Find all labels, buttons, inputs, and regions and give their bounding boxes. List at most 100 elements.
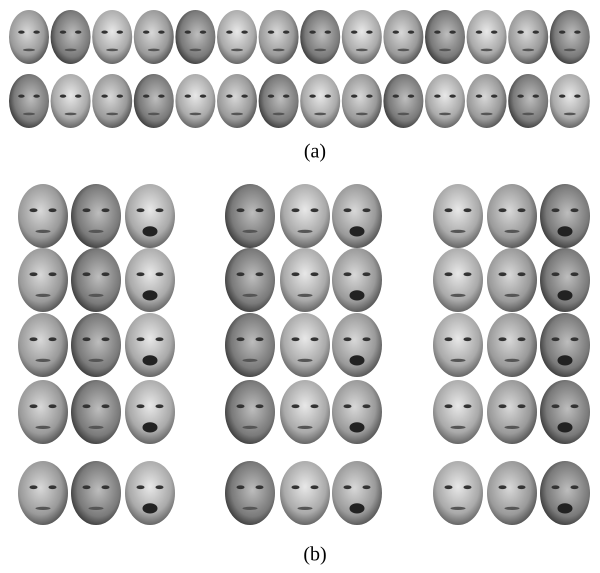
face-mouth xyxy=(242,425,258,429)
face-mouth xyxy=(504,358,520,362)
face-eye xyxy=(463,404,472,409)
face-eye xyxy=(475,94,483,98)
face-eye xyxy=(155,485,164,490)
face-image xyxy=(425,74,465,128)
face-eye xyxy=(517,404,526,409)
face-image xyxy=(487,248,537,312)
face-mouth xyxy=(314,48,327,52)
face-image xyxy=(332,380,382,444)
face-eye xyxy=(255,208,264,213)
face-eye xyxy=(559,30,566,34)
face-eye xyxy=(116,94,124,98)
face-eye xyxy=(158,94,165,98)
face-eye xyxy=(491,94,498,98)
face-eye xyxy=(236,337,245,342)
face-image xyxy=(433,313,483,377)
face-eye xyxy=(570,404,579,409)
face-mouth xyxy=(189,112,202,116)
face-eye xyxy=(517,272,526,277)
face-image xyxy=(258,74,299,128)
face-eye xyxy=(324,30,331,34)
face-eye xyxy=(343,404,352,409)
face-eye xyxy=(434,30,441,34)
face-mouth xyxy=(23,48,35,52)
face-eye xyxy=(444,404,453,409)
face-eye xyxy=(236,485,245,490)
face-eye xyxy=(82,272,91,277)
face-eye xyxy=(136,208,145,213)
face-mouth xyxy=(439,112,451,116)
face-eye xyxy=(444,208,453,213)
face-eye xyxy=(310,337,319,342)
face-mouth xyxy=(522,48,535,52)
face-eye xyxy=(362,272,371,277)
face-eye xyxy=(362,337,371,342)
face-mouth xyxy=(231,112,243,116)
face-eye xyxy=(29,404,38,409)
face-mouth xyxy=(242,358,258,362)
face-mouth xyxy=(147,112,160,116)
face-image xyxy=(217,74,257,128)
face-mouth xyxy=(106,112,119,116)
face-mouth xyxy=(142,355,158,366)
face-eye xyxy=(498,404,507,409)
face-eye xyxy=(291,337,300,342)
face-mouth xyxy=(88,358,104,362)
face-eye xyxy=(310,404,319,409)
face-eye xyxy=(29,337,38,342)
face-eye xyxy=(475,30,483,34)
face-eye xyxy=(362,404,371,409)
face-eye xyxy=(444,337,453,342)
face-mouth xyxy=(297,229,313,233)
face-image xyxy=(332,248,382,312)
face-mouth xyxy=(106,48,119,52)
face-eye xyxy=(498,208,507,213)
face-eye xyxy=(241,30,248,34)
face-eye xyxy=(241,94,248,98)
face-image xyxy=(300,10,341,64)
face-image xyxy=(508,10,549,64)
face-image xyxy=(508,74,549,128)
face-eye xyxy=(82,404,91,409)
face-mouth xyxy=(272,112,285,116)
face-eye xyxy=(101,485,110,490)
face-image xyxy=(133,10,174,64)
face-mouth xyxy=(147,48,160,52)
face-eye xyxy=(101,94,108,98)
face-eye xyxy=(101,272,110,277)
face-eye xyxy=(101,337,110,342)
face-image xyxy=(225,184,275,248)
face-eye xyxy=(551,272,560,277)
face-mouth xyxy=(355,48,368,52)
face-eye xyxy=(291,272,300,277)
face-image xyxy=(341,10,382,64)
face-mouth xyxy=(314,112,327,116)
face-eye xyxy=(136,272,145,277)
face-eye xyxy=(236,404,245,409)
face-eye xyxy=(101,30,108,34)
face-eye xyxy=(498,337,507,342)
face-eye xyxy=(310,272,319,277)
face-mouth xyxy=(349,355,365,366)
face-image xyxy=(71,184,121,248)
face-eye xyxy=(184,30,191,34)
face-eye xyxy=(351,30,358,34)
face-eye xyxy=(362,208,371,213)
face-mouth xyxy=(397,48,410,52)
face-mouth xyxy=(297,425,313,429)
face-eye xyxy=(283,94,290,98)
panel-label: (b) xyxy=(303,544,326,566)
face-image xyxy=(258,10,299,64)
face-eye xyxy=(498,485,507,490)
face-mouth xyxy=(522,112,535,116)
face-eye xyxy=(392,94,399,98)
face-eye xyxy=(255,485,264,490)
face-mouth xyxy=(504,293,520,297)
face-mouth xyxy=(88,293,104,297)
face-image xyxy=(225,248,275,312)
face-eye xyxy=(82,485,91,490)
face-image xyxy=(71,461,121,525)
face-image xyxy=(18,461,68,525)
face-image xyxy=(549,74,590,128)
face-eye xyxy=(48,485,57,490)
